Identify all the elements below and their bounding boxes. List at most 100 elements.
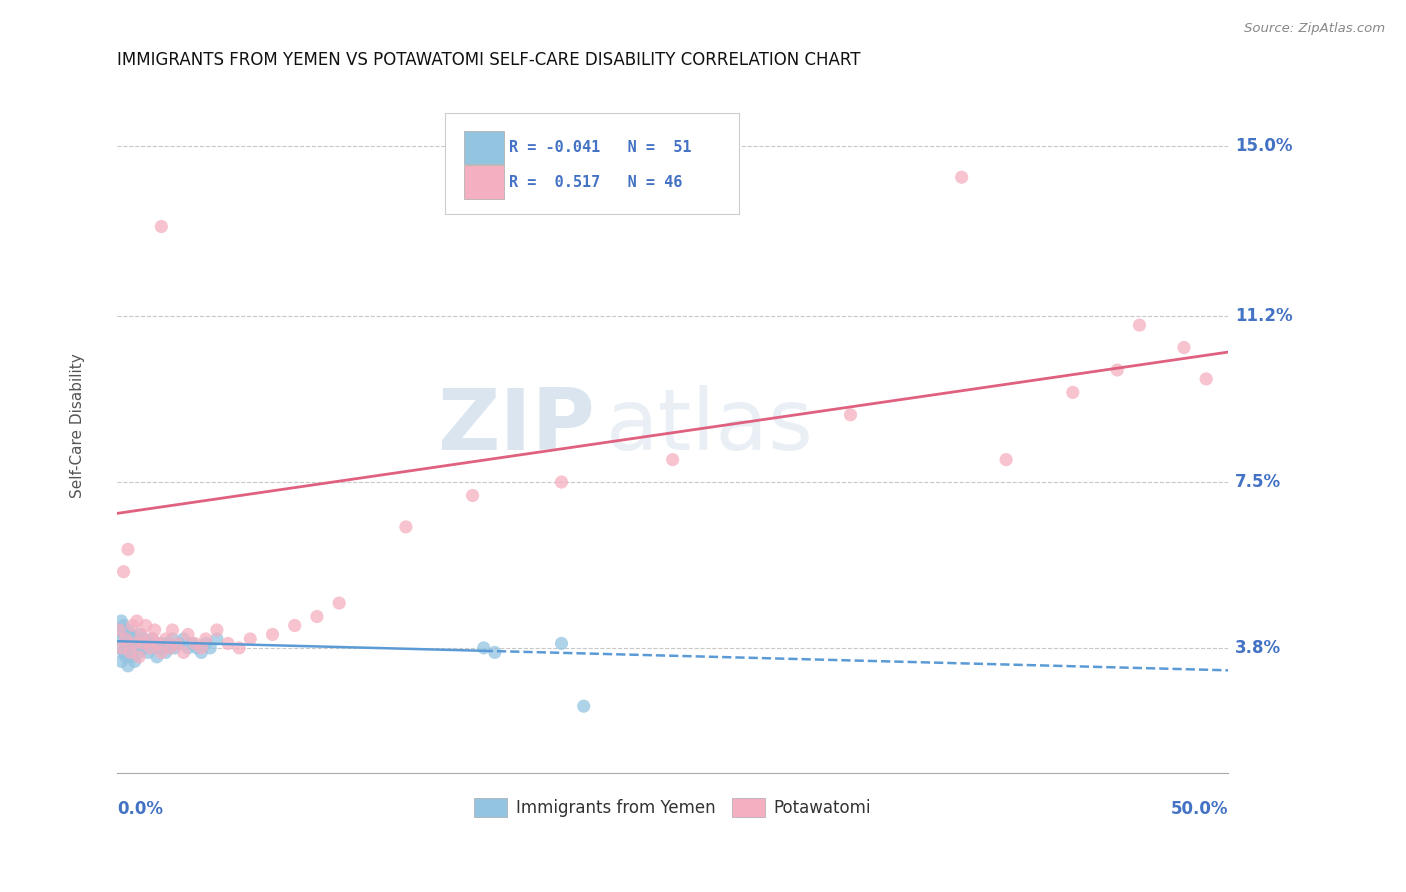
Point [124,636,146,650]
Point [124,636,146,650]
Point [125,640,148,655]
Point [139,640,162,655]
Point [661,452,683,467]
Point [177,627,200,641]
Point [146,649,169,664]
Point [112,565,135,579]
Point [121,649,143,664]
Point [141,632,163,646]
Point [183,636,205,650]
Point [484,645,506,659]
Point [112,618,135,632]
Point [110,640,132,655]
Point [146,636,169,650]
Point [190,640,212,655]
Legend: Immigrants from Yemen, Potawatomi: Immigrants from Yemen, Potawatomi [467,791,877,824]
Text: 15.0%: 15.0% [1234,136,1292,155]
Point [159,640,181,655]
Point [128,649,150,664]
Text: 7.5%: 7.5% [1234,473,1281,491]
Point [112,645,135,659]
Point [128,645,150,659]
Point [150,645,173,659]
Text: IMMIGRANTS FROM YEMEN VS POTAWATOMI SELF-CARE DISABILITY CORRELATION CHART: IMMIGRANTS FROM YEMEN VS POTAWATOMI SELF… [117,51,860,69]
Point [120,627,142,641]
Point [132,632,155,646]
Point [112,627,135,641]
Point [135,640,157,655]
Text: Self-Care Disability: Self-Care Disability [70,353,86,499]
Point [472,640,495,655]
Point [117,658,139,673]
Point [156,636,179,650]
Point [1195,372,1218,386]
Point [1128,318,1150,332]
Point [839,408,862,422]
Point [125,614,148,628]
Point [194,636,217,650]
Point [167,636,190,650]
Point [143,640,166,655]
Point [190,645,212,659]
Point [1173,341,1195,355]
Text: atlas: atlas [606,384,814,467]
Point [148,640,170,655]
Point [1062,385,1084,400]
Point [139,636,162,650]
Point [120,645,142,659]
Point [110,632,132,646]
Point [217,636,239,650]
Text: R = -0.041   N =  51: R = -0.041 N = 51 [509,140,692,155]
Point [550,475,572,489]
Point [114,632,136,646]
Point [131,627,153,641]
Point [395,520,418,534]
Point [117,623,139,637]
Point [136,645,159,659]
Point [284,618,307,632]
Text: 50.0%: 50.0% [1171,800,1229,818]
Point [155,632,177,646]
Text: R =  0.517   N = 46: R = 0.517 N = 46 [509,175,683,190]
Text: ZIP: ZIP [437,384,595,467]
Point [162,632,184,646]
Point [550,636,572,650]
Point [150,219,173,234]
Point [108,640,131,655]
Point [108,623,131,637]
Point [305,609,328,624]
FancyBboxPatch shape [464,131,503,164]
Point [117,542,139,557]
Point [177,640,200,655]
Point [155,645,177,659]
Point [159,640,181,655]
Point [114,649,136,664]
Point [572,699,595,714]
Point [162,623,184,637]
Point [110,614,132,628]
Point [117,640,139,655]
Point [141,632,163,646]
Point [114,636,136,650]
Point [194,632,217,646]
Point [173,645,195,659]
Point [124,654,146,668]
Point [120,645,142,659]
Point [186,640,208,655]
Point [995,452,1018,467]
Point [205,623,228,637]
Point [173,632,195,646]
FancyBboxPatch shape [444,113,740,214]
Point [110,654,132,668]
Point [262,627,284,641]
Text: 3.8%: 3.8% [1234,639,1281,657]
Point [152,640,174,655]
Point [239,632,262,646]
Point [205,632,228,646]
Point [150,636,173,650]
Text: 11.2%: 11.2% [1234,307,1292,326]
Point [181,636,204,650]
Point [121,632,143,646]
Point [132,636,155,650]
Point [163,640,186,655]
